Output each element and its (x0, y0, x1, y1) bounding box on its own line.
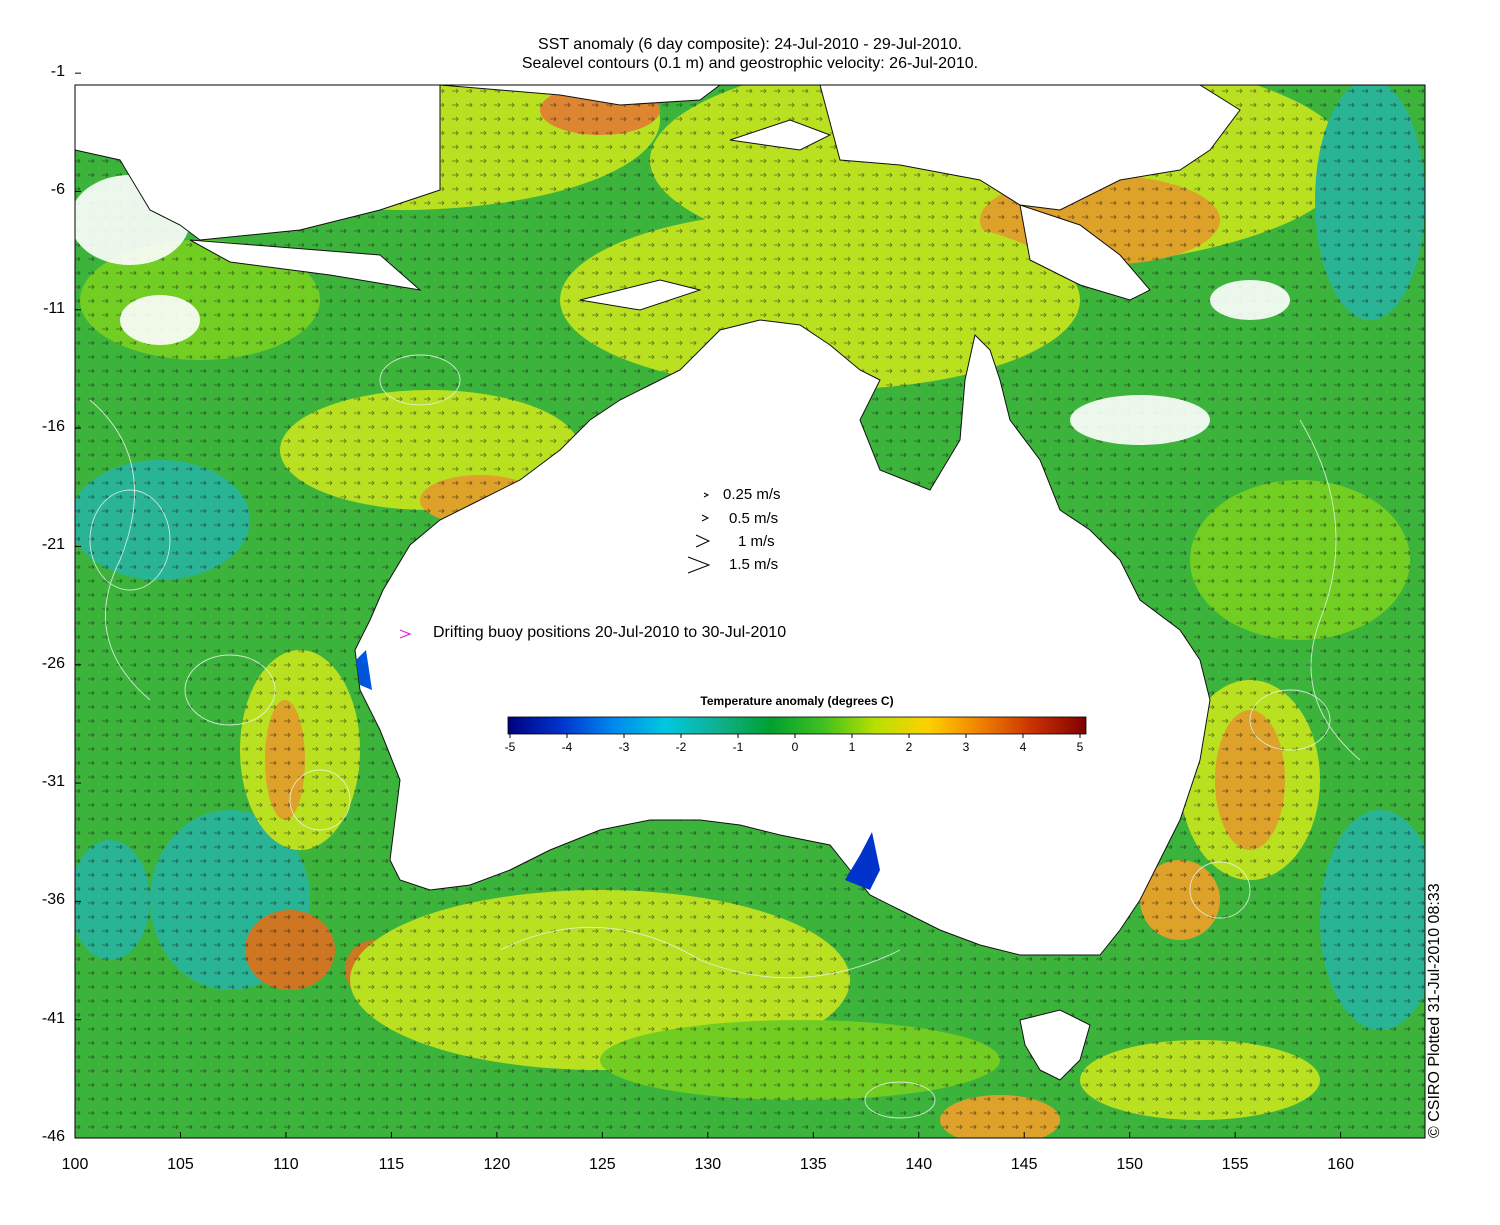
x-tick-label: 140 (905, 1156, 933, 1173)
y-tick-label: -21 (41, 536, 65, 554)
colorbar-tick-label: 4 (1019, 740, 1027, 754)
x-tick-label: 110 (273, 1156, 299, 1173)
y-tick-label: -6 (50, 181, 65, 199)
x-tick-label: 125 (588, 1156, 616, 1173)
title-line-1: SST anomaly (6 day composite): 24-Jul-20… (538, 36, 962, 53)
buoy-marker-icon (399, 629, 412, 639)
x-axis-ticks (74, 1132, 1342, 1138)
x-tick-label: 135 (799, 1156, 827, 1173)
land-islands (75, 85, 1241, 311)
velocity-legend-arrows (687, 492, 711, 574)
x-tick-label: 105 (167, 1156, 194, 1173)
shark-bay (356, 650, 372, 690)
y-tick-label: -26 (41, 654, 65, 672)
spencer-gulf (845, 832, 880, 890)
colorbar-tick-label: -3 (618, 740, 630, 754)
y-tick-label: -36 (41, 891, 65, 909)
colorbar-tick-label: -4 (561, 740, 573, 754)
vector-label-1: 1 m/s (738, 533, 775, 550)
colorbar-tick-label: 0 (791, 740, 799, 754)
vector-05-icon (701, 514, 710, 522)
colorbar-tick-label: -2 (675, 740, 687, 754)
colorbar-tick-label: 1 (848, 740, 856, 754)
credit-text: © CSIRO Plotted 31-Jul-2010 08:33 (1426, 883, 1443, 1138)
vector-15-icon (687, 556, 711, 574)
vector-1-icon (695, 534, 711, 548)
colorbar-tick-label: 3 (962, 740, 970, 754)
x-tick-label: 145 (1010, 1156, 1038, 1173)
colorbar-tick-label: 2 (905, 740, 913, 754)
y-tick-label: -31 (41, 773, 65, 791)
sealevel-contours (89, 354, 1361, 1119)
buoy-legend-label: Drifting buoy positions 20-Jul-2010 to 3… (433, 624, 787, 641)
plot-frame (74, 84, 1426, 1139)
x-tick-label: 130 (694, 1156, 722, 1173)
vector-025-icon (703, 492, 710, 498)
x-tick-label: 100 (61, 1156, 89, 1173)
australia-land (354, 319, 1211, 956)
y-tick-label: -16 (41, 418, 65, 436)
y-tick-label: -1 (50, 63, 65, 81)
colorbar-ticks (509, 734, 1081, 738)
colorbar-tick-label: -1 (732, 740, 744, 754)
y-tick-label: -41 (41, 1009, 65, 1027)
x-tick-label: 120 (483, 1156, 511, 1173)
vector-label-025: 0.25 m/s (723, 486, 781, 503)
y-axis-ticks (75, 72, 81, 1139)
colorbar-tick-label: -5 (504, 740, 516, 754)
colorbar-tick-label: 5 (1076, 740, 1084, 754)
title-line-2: Sealevel contours (0.1 m) and geostrophi… (521, 55, 979, 72)
vector-label-15: 1.5 m/s (729, 556, 779, 573)
y-tick-label: -11 (43, 299, 65, 317)
x-tick-label: 155 (1221, 1156, 1249, 1173)
y-tick-label: -46 (41, 1128, 65, 1145)
vector-label-05: 0.5 m/s (729, 510, 779, 527)
x-tick-label: 115 (378, 1156, 405, 1173)
x-tick-label: 150 (1116, 1156, 1144, 1173)
tasmania-land (1019, 1009, 1091, 1081)
colorbar-title: Temperature anomaly (degrees C) (700, 694, 894, 708)
x-tick-label: 160 (1327, 1156, 1354, 1173)
colorbar (507, 716, 1087, 735)
